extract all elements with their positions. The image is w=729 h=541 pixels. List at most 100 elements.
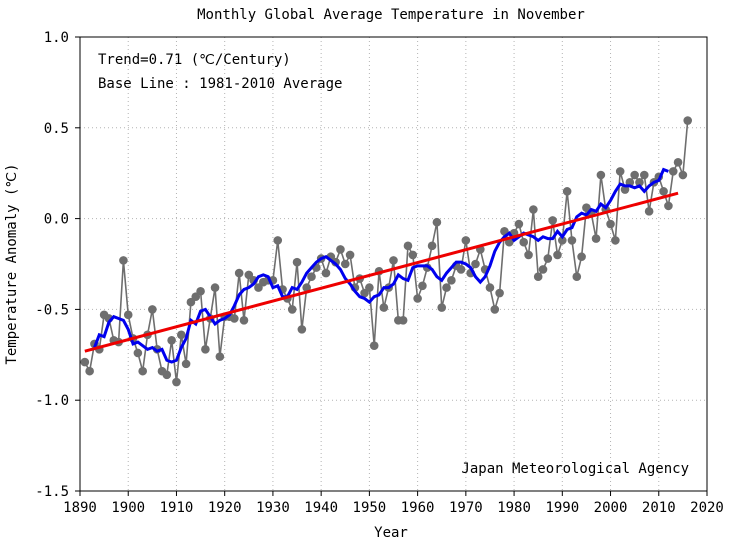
anomaly-point [292,257,302,267]
anomaly-point [403,241,413,251]
x-tick-label: 1900 [111,500,145,516]
x-tick-label: 1890 [63,500,97,516]
y-tick-label: 1.0 [44,30,69,46]
anomaly-point [591,234,601,243]
y-tick-label: -1.0 [35,393,69,409]
anomaly-line [84,120,689,383]
anomaly-point [596,170,606,180]
anomaly-point [201,345,210,354]
anomaly-point [659,187,668,196]
anomaly-point [562,187,572,196]
anomaly-point [664,201,673,211]
anomaly-point [196,286,205,296]
anomaly-point [340,259,350,269]
anomaly-point [572,272,582,282]
anomaly-point [172,377,181,387]
anomaly-point [456,265,466,274]
anomaly-point [635,177,644,187]
x-tick-label: 2010 [642,500,676,516]
anomaly-series [80,116,693,387]
anomaly-point [490,305,500,314]
anomaly-point [485,283,495,292]
anomaly-point [548,216,557,225]
baseline-annotation: Base Line : 1981-2010 Average [98,76,342,92]
anomaly-point [461,236,471,245]
anomaly-point [162,370,172,380]
anomaly-point [176,330,186,340]
anomaly-point [273,236,283,245]
anomaly-point [302,283,311,292]
anomaly-point [123,310,133,320]
trend-annotation: Trend=0.71 (℃/Century) [98,52,291,68]
anomaly-point [567,236,577,245]
anomaly-point [630,170,639,180]
chart-title: Monthly Global Average Temperature in No… [197,7,585,23]
anomaly-point [553,250,562,260]
anomaly-point [533,272,543,282]
x-tick-label: 1950 [353,500,387,516]
anomaly-point [230,314,239,323]
grid [80,37,707,491]
anomaly-point [389,256,398,265]
anomaly-point [668,167,678,176]
anomaly-point [543,254,553,263]
anomaly-point [442,283,451,292]
x-tick-label: 1930 [256,500,290,516]
anomaly-point [577,252,586,262]
x-tick-label: 1990 [545,500,579,516]
anomaly-point [437,303,447,312]
anomaly-point [369,341,379,351]
y-tick-label: -1.5 [35,484,69,500]
trend-line [84,191,679,353]
anomaly-point [606,219,615,229]
anomaly-point [85,366,94,376]
x-tick-label: 1940 [304,500,338,516]
x-tick-label: 2020 [690,500,724,516]
anomaly-point [297,325,307,334]
anomaly-point [615,167,625,176]
y-tick-label: 0.5 [44,121,69,137]
y-tick-label: 0.0 [44,212,69,228]
anomaly-point [167,335,176,345]
anomaly-point [471,259,480,269]
anomaly-point [432,217,442,227]
anomaly-point [408,250,418,260]
anomaly-point [644,207,654,216]
anomaly-point [611,236,620,245]
x-tick-label: 1960 [401,500,435,516]
anomaly-point [345,250,355,260]
anomaly-point [336,245,345,254]
anomaly-point [529,205,538,214]
x-tick-label: 1910 [160,500,194,516]
anomaly-point [181,359,191,369]
anomaly-point [514,219,524,229]
anomaly-point [379,303,389,312]
anomaly-point [558,236,567,245]
anomaly-point [287,305,297,314]
trend-line-segment [84,191,679,353]
anomaly-point [673,158,683,167]
axis-ticks [75,36,708,496]
anomaly-point [321,268,331,278]
anomaly-point [678,170,688,180]
y-axis-label: Temperature Anomaly (℃) [4,163,20,364]
anomaly-point [307,272,316,282]
anomaly-point [80,357,90,367]
anomaly-point [418,281,427,291]
anomaly-point [447,276,456,285]
anomaly-point [239,315,249,325]
anomaly-point [133,348,143,358]
y-tick-labels: -1.5 -1.0 -0.5 0.0 0.5 1.0 [35,30,69,500]
anomaly-point [234,268,244,278]
anomaly-point [148,305,157,314]
anomaly-point [427,241,437,251]
x-tick-label: 2000 [594,500,628,516]
x-tick-label: 1920 [208,500,242,516]
anomaly-point [640,170,649,180]
x-tick-labels: 1890 1900 1910 1920 1930 1940 1950 1960 1970 1980… [63,500,724,516]
anomaly-point [519,237,529,247]
anomaly-point [215,352,225,361]
anomaly-point [119,256,128,265]
anomaly-point [210,283,220,292]
